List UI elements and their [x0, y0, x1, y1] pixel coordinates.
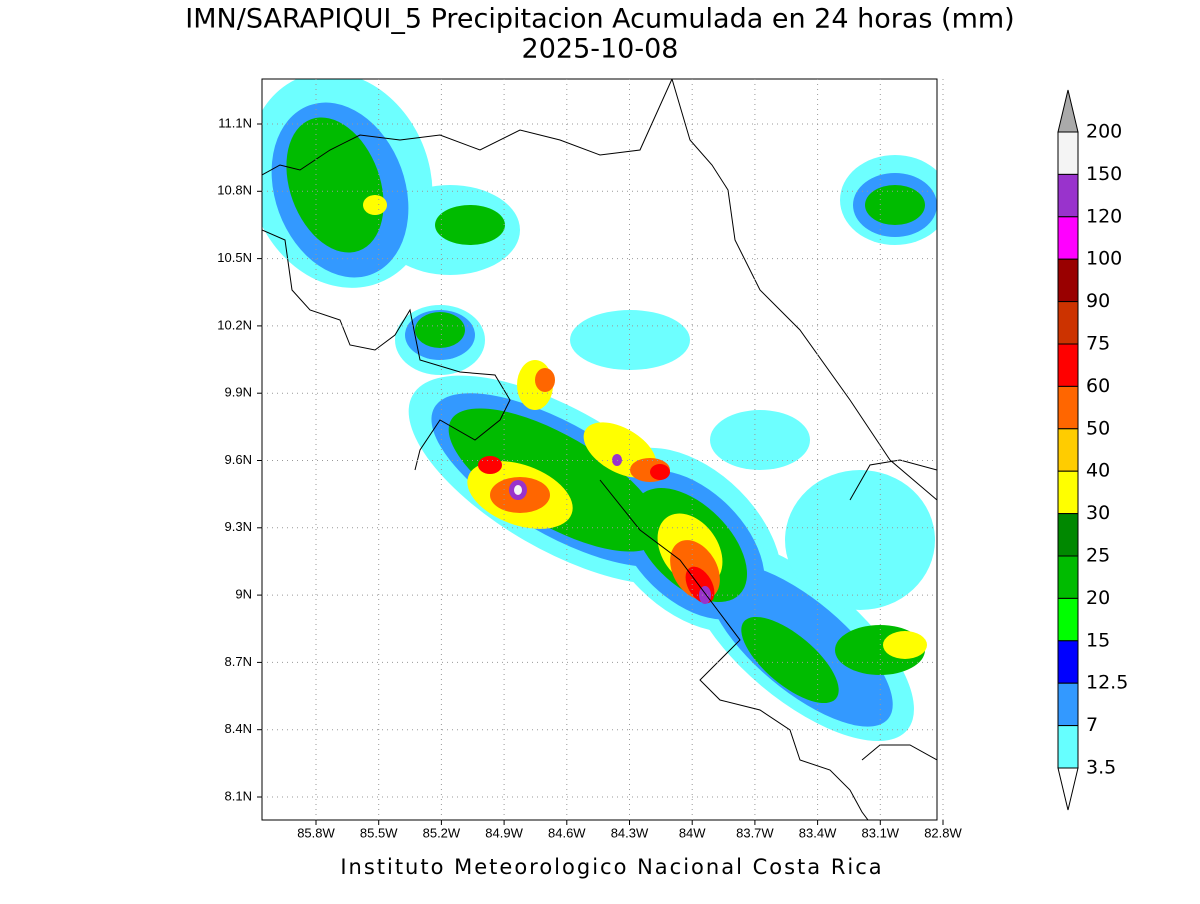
y-tick-label: 8.4N [225, 721, 252, 736]
colorbar-label: 3.5 [1086, 757, 1116, 779]
y-tick-label: 11.1N [218, 115, 252, 130]
footer: Instituto Meteorologico Nacional Costa R… [340, 855, 883, 879]
colorbar-box [1057, 343, 1079, 387]
precipitation-field [262, 79, 937, 742]
x-tick-label: 84.9W [485, 825, 523, 840]
x-tick-label: 85.5W [360, 825, 398, 840]
colorbar-label: 100 [1086, 248, 1122, 270]
colorbar-box [1057, 131, 1079, 175]
colorbar-box [1057, 555, 1079, 599]
x-tick-label: 85.2W [423, 825, 461, 840]
map-frame [261, 78, 938, 821]
colorbar-box [1057, 428, 1079, 472]
x-tick-label: 84.3W [611, 825, 649, 840]
colorbar-label: 25 [1086, 545, 1110, 567]
colorbar-label: 40 [1086, 460, 1110, 482]
colorbar-box [1057, 513, 1079, 557]
colorbar-box [1057, 640, 1079, 684]
x-tick-label: 84.6W [548, 825, 586, 840]
colorbar-box [1057, 682, 1079, 727]
colorbar-label: 50 [1086, 417, 1110, 439]
y-tick-label: 9N [235, 587, 252, 602]
y-tick-label: 10.8N [217, 183, 252, 198]
colorbar-under [1057, 767, 1079, 811]
colorbar-label: 15 [1086, 629, 1110, 651]
x-tick-label: 82.8W [924, 825, 962, 840]
y-tick-label: 10.2N [217, 317, 252, 332]
colorbar-box [1057, 258, 1079, 303]
colorbar-box [1057, 470, 1079, 515]
colorbar-over [1057, 89, 1079, 133]
colorbar-label: 30 [1086, 502, 1110, 524]
map-title: IMN/SARAPIQUI_5 Precipitacion Acumulada … [185, 4, 1014, 35]
coastlines [262, 79, 937, 820]
map-date: 2025-10-08 [522, 34, 679, 65]
colorbar-label: 7 [1086, 714, 1098, 736]
colorbar-box [1057, 725, 1079, 769]
colorbar-box [1057, 597, 1079, 642]
x-tick-label: 84W [679, 825, 706, 840]
y-tick-label: 8.1N [225, 788, 252, 803]
colorbar-box [1057, 301, 1079, 345]
x-tick-label: 83.7W [736, 825, 774, 840]
y-tick-label: 9.9N [225, 385, 252, 400]
colorbar-box [1057, 173, 1079, 218]
x-tick-label: 83.1W [862, 825, 900, 840]
colorbar-label: 150 [1086, 163, 1122, 185]
y-tick-label: 10.5N [217, 250, 252, 265]
colorbar-label: 200 [1086, 121, 1122, 143]
y-tick-label: 9.3N [225, 519, 252, 534]
colorbar-box [1057, 216, 1079, 260]
y-tick-label: 9.6N [225, 452, 252, 467]
x-tick-label: 85.8W [297, 825, 335, 840]
colorbar-box [1057, 385, 1079, 430]
colorbar-label: 90 [1086, 290, 1110, 312]
colorbar-label: 12.5 [1086, 672, 1128, 694]
x-tick-label: 83.4W [799, 825, 837, 840]
colorbar-label: 60 [1086, 375, 1110, 397]
colorbar-label: 75 [1086, 333, 1110, 355]
colorbar-label: 20 [1086, 587, 1110, 609]
y-tick-label: 8.7N [225, 654, 252, 669]
colorbar-label: 120 [1086, 205, 1122, 227]
